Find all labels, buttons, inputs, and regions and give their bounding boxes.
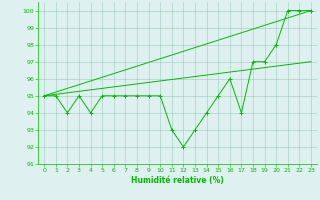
X-axis label: Humidité relative (%): Humidité relative (%) xyxy=(131,176,224,185)
